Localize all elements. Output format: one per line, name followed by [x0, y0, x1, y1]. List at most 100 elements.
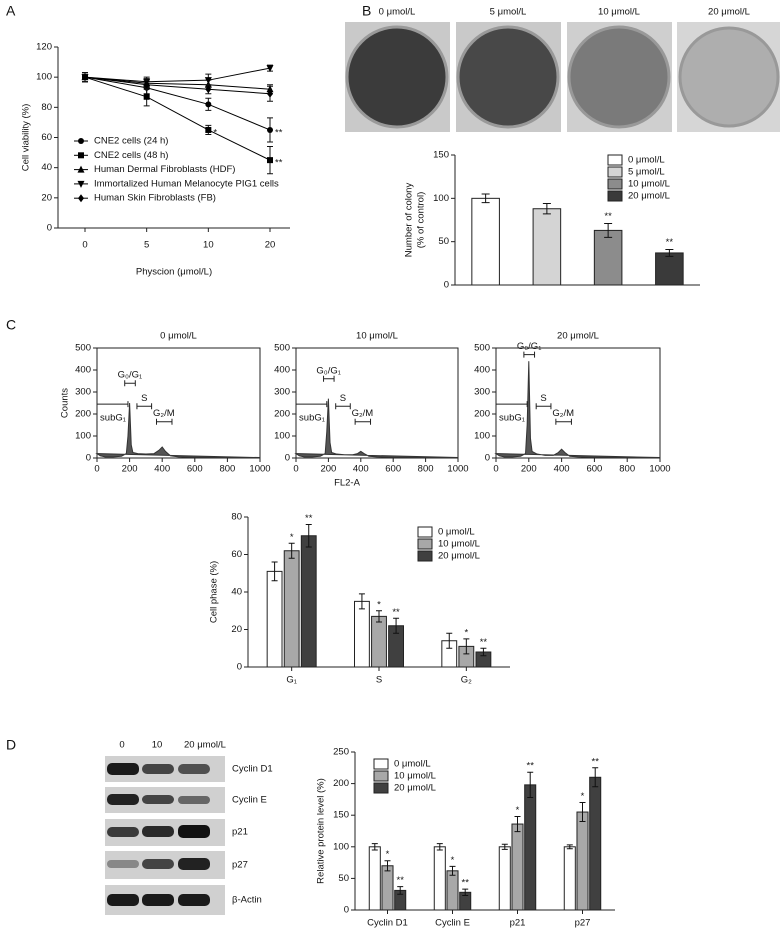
x-tick-label: 20	[265, 240, 276, 251]
y-tick-label: 40	[41, 162, 52, 173]
series-line	[84, 76, 271, 131]
y-tick-label: 60	[41, 132, 52, 143]
error-bar	[480, 647, 487, 657]
error-bar	[604, 222, 613, 238]
legend-marker	[77, 180, 85, 188]
x-tick-label: G₁	[286, 675, 297, 686]
y-axis-label: Relative protein level (%)	[316, 778, 327, 884]
y-tick-label: 20	[41, 192, 52, 203]
legend-label: Human Skin Fibroblasts (FB)	[94, 193, 216, 204]
legend-label: 10 μmol/L	[628, 179, 670, 190]
gate-label: G₂/M	[352, 408, 374, 419]
y-tick-label: 100	[274, 431, 290, 442]
legend-label: 10 μmol/L	[394, 771, 436, 782]
error-bar	[462, 888, 469, 896]
gate-label: S	[141, 393, 147, 404]
panel-letter: C	[6, 317, 16, 333]
y-tick-label: 200	[75, 409, 91, 420]
band	[142, 859, 174, 869]
legend-label: 20 μmol/L	[438, 551, 480, 562]
error-bar	[271, 561, 278, 582]
error-bar	[449, 865, 456, 876]
error-bar	[288, 542, 295, 559]
bar	[576, 811, 589, 911]
bar	[283, 550, 300, 668]
chart-title: 10 μmol/L	[356, 331, 398, 342]
error-bar	[481, 193, 490, 204]
x-tick-label: 200	[122, 464, 138, 475]
y-tick-label: 500	[75, 343, 91, 354]
y-tick-label: 0	[285, 453, 290, 464]
bar	[368, 846, 381, 911]
legend-swatch	[607, 166, 623, 178]
y-tick-label: 300	[75, 387, 91, 398]
significance: *	[581, 791, 585, 802]
legend-label: 10 μmol/L	[438, 539, 480, 550]
lane-label: 10	[152, 740, 163, 751]
significance: **	[397, 875, 405, 886]
x-tick-label: 5	[144, 240, 149, 251]
y-tick-label: 150	[333, 810, 349, 821]
marker	[205, 101, 212, 108]
gate-label: S	[340, 393, 346, 404]
y-tick-label: 500	[474, 343, 490, 354]
y-tick-label: 0	[47, 223, 52, 234]
significance: *	[386, 849, 390, 860]
band	[107, 794, 139, 805]
panel-letter: B	[362, 3, 371, 19]
band	[142, 795, 174, 804]
lane-label: 20 μmol/L	[184, 740, 226, 751]
marker	[267, 157, 273, 164]
legend-label: Immortalized Human Melanocyte PIG1 cells	[94, 178, 279, 189]
legend-marker	[77, 165, 85, 173]
bar	[593, 229, 623, 286]
legend-label: 0 μmol/L	[628, 155, 665, 166]
bar	[498, 846, 511, 911]
significance: **	[305, 513, 313, 524]
bar	[354, 600, 370, 668]
marker	[143, 93, 150, 100]
significance: **	[392, 607, 400, 618]
error-bar	[463, 638, 470, 655]
legend-swatch	[417, 550, 433, 562]
bar	[589, 776, 602, 911]
band	[107, 827, 139, 837]
plate	[456, 25, 560, 129]
legend-marker	[78, 138, 84, 144]
legend-label: 20 μmol/L	[628, 191, 670, 202]
x-axis-label: Physcion (μmol/L)	[136, 267, 212, 278]
gate-bracket	[535, 403, 552, 410]
band	[178, 858, 210, 870]
series-line	[84, 76, 271, 95]
x-tick-label: Cyclin E	[435, 918, 470, 929]
plate	[345, 25, 449, 129]
y-tick-label: 400	[274, 365, 290, 376]
y-tick-label: 200	[474, 409, 490, 420]
bar	[381, 865, 394, 911]
y-tick-label: 100	[433, 193, 449, 204]
significance: *	[377, 599, 381, 610]
panel-letter: D	[6, 737, 16, 753]
error-bar	[393, 617, 400, 634]
x-tick-label: S	[376, 675, 382, 686]
x-tick-label: 0	[82, 240, 87, 251]
legend-marker	[78, 152, 84, 159]
legend-swatch	[607, 178, 623, 190]
bar	[471, 197, 500, 286]
x-tick-label: 600	[586, 464, 602, 475]
band	[142, 826, 174, 837]
marker	[205, 126, 212, 133]
band	[178, 825, 210, 838]
significance: **	[666, 237, 674, 248]
plate	[567, 25, 671, 129]
error-bar	[384, 860, 391, 872]
significance: *	[213, 127, 217, 138]
x-tick-label: 0	[94, 464, 99, 475]
gate-bracket	[295, 401, 328, 408]
y-tick-label: 0	[344, 905, 349, 916]
significance: **	[480, 637, 488, 648]
x-tick-label: Cyclin D1	[367, 918, 408, 929]
significance: *	[451, 855, 455, 866]
series-line	[84, 76, 271, 90]
band	[178, 894, 210, 906]
